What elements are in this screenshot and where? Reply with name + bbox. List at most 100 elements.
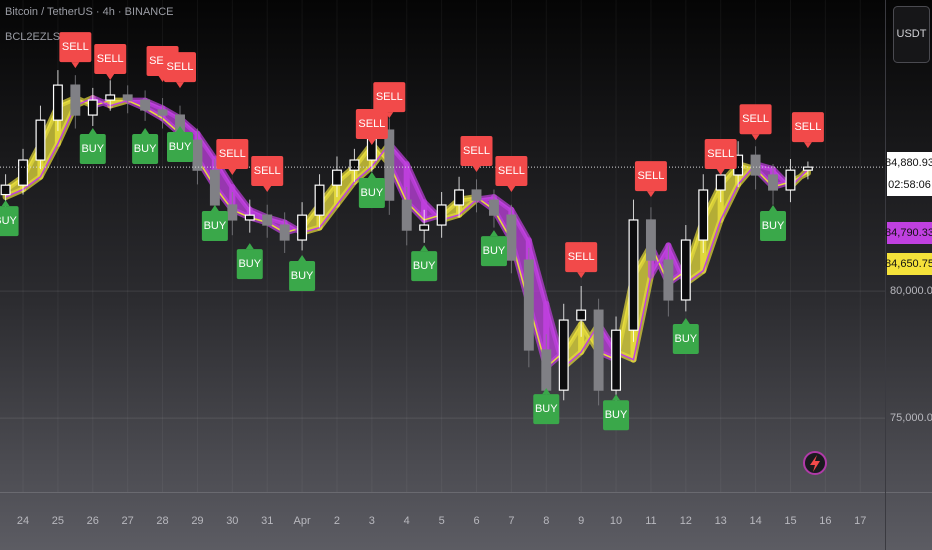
signal-pointer [489,230,498,237]
x-tick-label: 2 [334,515,340,527]
candle-body [157,109,168,116]
signal-pointer [507,186,516,193]
signal-pointer [367,139,376,146]
signal-pointer [298,255,307,262]
signal-label: SELL [498,165,525,177]
candle-body [297,214,308,241]
candle-body [419,224,430,231]
signal-label: BUY [413,260,436,272]
x-tick-label: 16 [819,515,831,527]
signal-label: BUY [0,215,18,227]
alert-icon-bolt[interactable] [810,455,820,472]
x-tick-label: 14 [749,515,761,527]
price-label-box [887,152,932,196]
signal-tag [480,236,507,267]
x-tick-label: 9 [578,515,584,527]
alert-icon[interactable] [803,451,827,475]
signal-pointer [263,186,272,193]
currency-button-label[interactable]: USDT [897,28,927,40]
x-tick-label: 15 [784,515,796,527]
candle-body [506,214,517,261]
signal-pointer [646,191,655,198]
signal-tag [704,139,737,170]
signal-tag [460,135,493,166]
candle-body [663,259,674,301]
signal-pointer [88,128,97,135]
signal-pointer [106,74,115,81]
signal-label: BUY [535,403,558,415]
signal-label: SELL [794,121,821,133]
candle-body [70,84,81,116]
candle-body [698,189,709,241]
candle-body [611,329,622,391]
x-tick-label: 24 [17,515,29,527]
signal-pointer [71,62,80,69]
candle-body [680,239,691,301]
signal-tag [94,44,127,75]
price-label-box [887,253,932,275]
candle-body [0,184,11,196]
signal-tag [251,156,284,187]
signal-label: BUY [238,258,261,270]
signal-tag [201,210,228,241]
signal-pointer [716,169,725,176]
signal-tag [216,139,249,170]
signal-label: SELL [376,91,403,103]
currency-button-box[interactable] [893,6,930,63]
signal-tag [132,134,159,165]
signal-pointer [176,125,184,132]
candle-body [645,219,656,261]
signal-pointer [803,142,812,149]
signal-label: BUY [204,220,227,232]
signal-label: BUY [169,141,192,153]
candle-body [384,129,395,201]
signal-tag [791,112,824,143]
candle-body [35,119,46,161]
currency-button[interactable]: USDT [893,6,930,63]
signal-tag [760,210,787,241]
x-tick-label: 6 [473,515,479,527]
countdown: 02:58:06 [888,179,931,191]
signal-label: SELL [637,170,664,182]
signal-pointer [472,165,481,172]
y-tick-label: 75,000.00 [890,412,932,424]
signal-label: BUY [134,143,157,155]
candle-body [349,159,360,171]
signal-pointer [228,169,237,176]
signal-label: BUY [291,270,314,282]
signal-label: BUY [675,333,698,345]
signal-tag [672,324,699,355]
candle-body [279,224,290,241]
x-tick-label: 11 [645,515,656,527]
candle-body [192,139,203,171]
y-tick-label: 80,000.00 [890,285,932,297]
candle-body [750,154,761,176]
x-tick-label: 31 [261,515,273,527]
signal-pointer [1,200,10,207]
candle-body [105,94,116,101]
signal-tag [79,134,106,165]
candle-body [87,99,98,116]
signal-pointer [367,171,376,178]
x-tick-label: 30 [226,515,238,527]
signal-pointer [577,272,586,279]
signal-tag [236,249,263,280]
candle-body [209,169,220,206]
signal-pointer [751,134,760,141]
candle-body [122,94,133,101]
price-label-box [887,222,932,244]
candle-body [628,219,639,331]
price-label: 84,790.33 [885,227,932,239]
candle-body [436,204,447,226]
candle-body [227,204,238,221]
signal-pointer [612,394,621,401]
candle-body [471,189,482,201]
signal-tag [373,82,406,113]
candle-body [454,189,465,206]
signal-tag [59,32,92,63]
candle-body [541,349,552,391]
signal-label: SELL [568,251,595,263]
indicator-name: BCL2EZLS [5,31,60,43]
signal-label: SELL [149,55,176,67]
